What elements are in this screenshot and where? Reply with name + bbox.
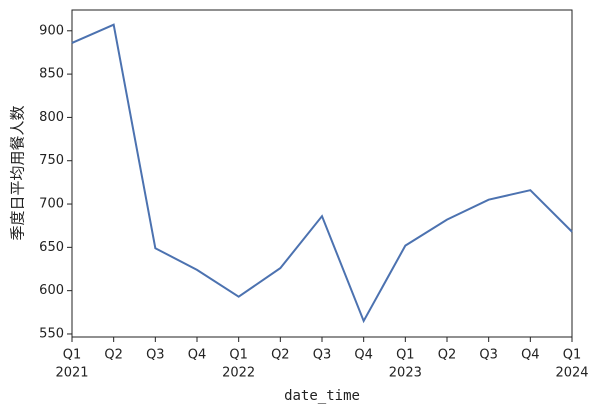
x-tick-label: Q3 bbox=[479, 348, 498, 363]
line bbox=[71, 23, 573, 324]
y-tick-label: 550 bbox=[39, 326, 64, 341]
y-tick-label: 700 bbox=[39, 197, 64, 212]
x-tick-year: 2022 bbox=[222, 366, 255, 381]
x-tick-label: Q3 bbox=[146, 348, 165, 363]
y-tick-label: 600 bbox=[39, 283, 64, 298]
x-tick-label: Q2 bbox=[438, 348, 457, 363]
x-tick-label: Q1 bbox=[229, 348, 248, 363]
plot-frame bbox=[71, 9, 573, 338]
x-tick-label: Q1 bbox=[396, 348, 415, 363]
y-axis-label: 季度日平均用餐人数 bbox=[9, 105, 27, 240]
x-tick-label: Q3 bbox=[313, 348, 332, 363]
x-tick-year: 2023 bbox=[389, 366, 422, 381]
y-tick-label: 800 bbox=[39, 110, 64, 125]
y-tick-label: 850 bbox=[39, 67, 64, 82]
x-tick-label: Q4 bbox=[188, 348, 207, 363]
x-tick-label: Q2 bbox=[271, 348, 290, 363]
x-tick-label: Q4 bbox=[354, 348, 373, 363]
x-tick-label: Q2 bbox=[104, 348, 123, 363]
y-tick-label: 750 bbox=[39, 153, 64, 168]
x-tick-year: 2021 bbox=[55, 366, 88, 381]
x-tick-label: Q1 bbox=[563, 348, 582, 363]
x-tick-year: 2024 bbox=[555, 366, 588, 381]
x-axis-label: date_time bbox=[284, 388, 360, 404]
y-tick-label: 650 bbox=[39, 240, 64, 255]
x-tick-label: Q1 bbox=[63, 348, 82, 363]
x-tick-label: Q4 bbox=[521, 348, 540, 363]
y-tick-label: 900 bbox=[39, 23, 64, 38]
